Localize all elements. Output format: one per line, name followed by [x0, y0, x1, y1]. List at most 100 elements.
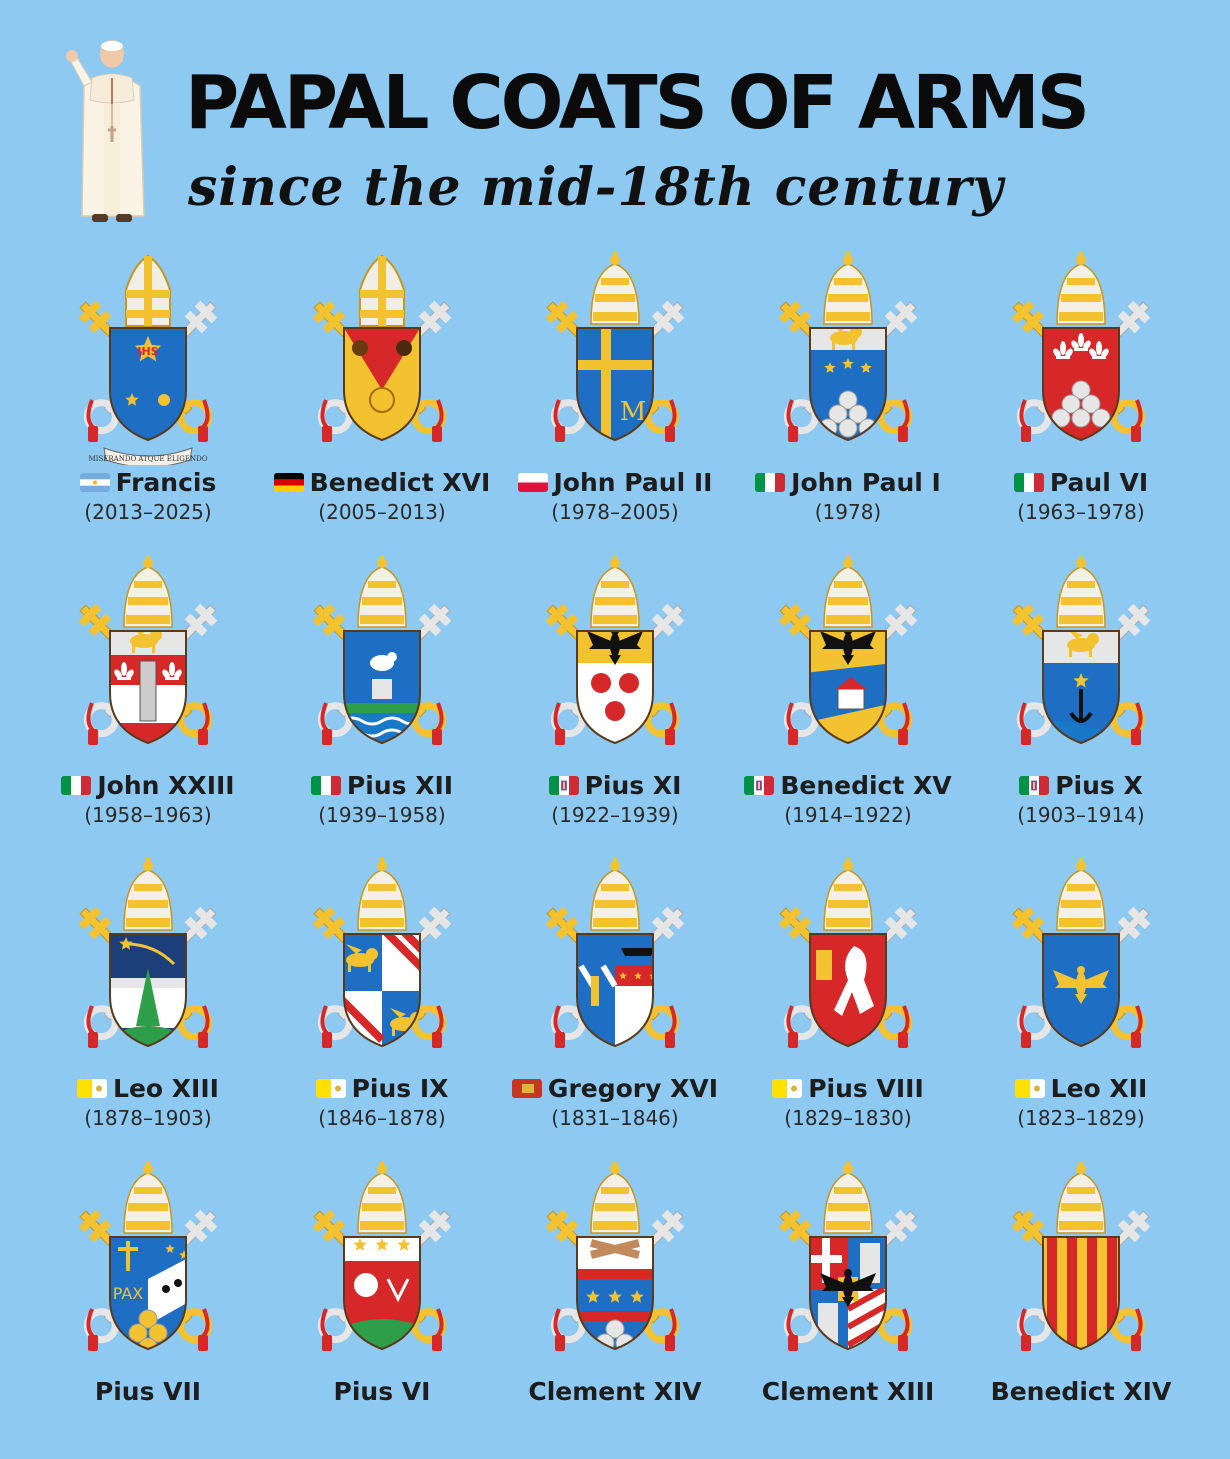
coat-of-arms-jp1: [778, 252, 918, 442]
pope-name: Pius X: [1055, 770, 1143, 800]
mitre-icon: [359, 254, 405, 327]
pope-name: Leo XII: [1050, 1073, 1148, 1103]
pope-card: Paul VI (1963–1978): [965, 250, 1197, 550]
pope-label: Pius VI: [266, 1374, 498, 1408]
pope-label: Benedict XVI: [266, 465, 498, 499]
pope-label: Clement XIV: [499, 1374, 731, 1408]
italy-flag-icon: [1013, 472, 1044, 492]
coat-of-arms-pius10: [1011, 555, 1151, 745]
tiara-icon: [357, 1161, 407, 1234]
pope-reign-years: (1831–1846): [551, 1106, 679, 1130]
tiara-icon: [1056, 1161, 1106, 1234]
pope-card: Pius XI (1922–1939): [499, 553, 731, 853]
tiara-icon: [357, 858, 407, 931]
germany-flag-icon: [273, 472, 304, 492]
papal-states-flag-icon: [315, 1078, 346, 1098]
pope-label: Pius XII: [266, 768, 498, 802]
page-title: PAPAL COATS OF ARMS: [185, 60, 1090, 146]
pope-reign-years: (2013–2025): [84, 500, 212, 524]
coat-of-arms-pius12: [312, 555, 452, 745]
pope-reign-years: (1978): [814, 500, 882, 524]
pope-label: Paul VI: [965, 465, 1197, 499]
pope-card: Benedict XIV: [965, 1159, 1197, 1459]
coat-of-arms-benedict16: [312, 254, 452, 442]
pope-reign-years: (1958–1963): [84, 803, 212, 827]
pope-name: Paul VI: [1049, 467, 1149, 497]
pope-label: Francis: [32, 465, 264, 499]
pope-card: Leo XIII (1878–1903): [32, 856, 264, 1156]
pope-card: Pius VI: [266, 1159, 498, 1459]
pope-reign-years: (1914–1922): [784, 803, 912, 827]
pope-label: John XXIII: [32, 768, 264, 802]
coat-of-arms-pius7: PAX: [78, 1161, 218, 1351]
pope-name: John XXIII: [97, 770, 235, 800]
pope-label: Leo XII: [965, 1071, 1197, 1105]
pope-card: John Paul I (1978): [732, 250, 964, 550]
coat-of-arms-gregory16: [545, 858, 685, 1048]
pope-name: Pius IX: [351, 1073, 449, 1103]
pope-label: Pius X: [965, 768, 1197, 802]
pope-name: Pius VII: [94, 1376, 202, 1406]
mitre-icon: [125, 254, 171, 327]
pope-name: Gregory XVI: [547, 1073, 719, 1103]
pope-name: Benedict XVI: [309, 467, 491, 497]
coat-of-arms-benedict14: [1011, 1161, 1151, 1351]
pope-reign-years: (1939–1958): [318, 803, 446, 827]
coat-of-arms-pius6: [312, 1161, 452, 1351]
pope-reign-years: (1903–1914): [1017, 803, 1145, 827]
page-subtitle: since the mid-18th century: [188, 157, 1004, 218]
pope-card: Pius X (1903–1914): [965, 553, 1197, 853]
pope-label: Pius VII: [32, 1374, 264, 1408]
tiara-icon: [823, 555, 873, 628]
coat-of-arms-jp2: M: [545, 252, 685, 442]
pope-name: Pius VI: [333, 1376, 431, 1406]
argentina-flag-icon: [79, 472, 110, 492]
pope-label: Pius XI: [499, 768, 731, 802]
pope-name: Benedict XV: [780, 770, 952, 800]
pope-label: Benedict XV: [732, 768, 964, 802]
pope-reign-years: (1978–2005): [551, 500, 679, 524]
papal-states-flag-icon: [77, 1078, 108, 1098]
coat-of-arms-clement14: [545, 1161, 685, 1351]
pope-card: Clement XIV: [499, 1159, 731, 1459]
pope-name: Pius XII: [346, 770, 454, 800]
coat-of-arms-paul6: [1011, 252, 1151, 442]
pope-reign-years: (1823–1829): [1017, 1106, 1145, 1130]
coat-of-arms-pius9: [312, 858, 452, 1048]
pope-name: Clement XIV: [528, 1376, 702, 1406]
poland-flag-icon: [517, 472, 548, 492]
tiara-icon: [823, 252, 873, 325]
pope-label: Leo XIII: [32, 1071, 264, 1105]
pope-label: Pius IX: [266, 1071, 498, 1105]
francis-motto-text: MISERANDO ATQUE ELIGENDO: [89, 455, 208, 463]
pope-name: Francis: [115, 467, 217, 497]
coat-of-arms-leo13: [78, 858, 218, 1048]
tiara-icon: [590, 858, 640, 931]
tiara-icon: [1056, 252, 1106, 325]
pope-card: Benedict XVI (2005–2013): [266, 250, 498, 550]
pax-text: PAX: [113, 1284, 144, 1303]
papal-states-flag-icon: [1014, 1078, 1045, 1098]
pope-reign-years: (1846–1878): [318, 1106, 446, 1130]
tiara-icon: [823, 1161, 873, 1234]
tiara-icon: [123, 1161, 173, 1234]
pope-illustration: [66, 40, 145, 222]
pope-card: Pius XII (1939–1958): [266, 553, 498, 853]
pope-card: Leo XII (1823–1829): [965, 856, 1197, 1156]
pope-card: Pius IX (1846–1878): [266, 856, 498, 1156]
tiara-icon: [1056, 858, 1106, 931]
pope-name: Clement XIII: [761, 1376, 935, 1406]
pope-reign-years: (1829–1830): [784, 1106, 912, 1130]
pope-label: Gregory XVI: [499, 1071, 731, 1105]
pope-card: PAX Pius VII: [32, 1159, 264, 1459]
pope-reign-years: (1922–1939): [551, 803, 679, 827]
pope-label: Clement XIII: [732, 1374, 964, 1408]
coat-of-arms-francis: IHS MISERANDO ATQUE ELIGENDO: [78, 254, 218, 465]
pope-name: John Paul I: [791, 467, 941, 497]
coat-of-arms-leo12: [1011, 858, 1151, 1048]
pope-label: Pius VIII: [732, 1071, 964, 1105]
tiara-icon: [357, 555, 407, 628]
italy-flag-icon: [755, 472, 786, 492]
pope-name: Pius XI: [584, 770, 682, 800]
italy-flag-icon: [61, 775, 92, 795]
